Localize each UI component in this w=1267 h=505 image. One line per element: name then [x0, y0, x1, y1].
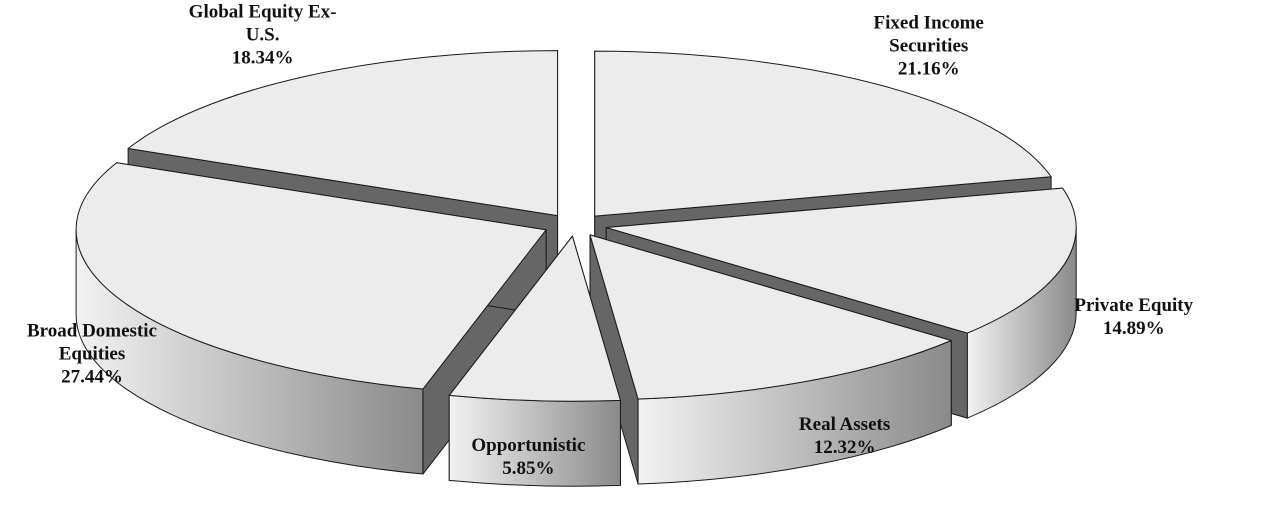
category-label: Global Equity Ex-U.S.: [188, 1, 337, 46]
value-label: 5.85%: [502, 457, 555, 479]
slice: [448, 235, 621, 487]
category-label: Fixed Income Securities: [873, 12, 984, 57]
slice-label: Fixed Income Securities 21.16%: [841, 12, 1016, 81]
slice-top: [127, 50, 559, 217]
category-label: Opportunistic: [471, 434, 586, 456]
slice: [589, 234, 952, 485]
value-label: 27.44%: [61, 366, 123, 388]
category-label: Private Equity: [1074, 294, 1194, 316]
slice-top: [448, 235, 621, 402]
value-label: 12.32%: [813, 437, 876, 459]
slice-label: Broad Domestic Equities 27.44%: [5, 319, 180, 388]
slice-label: Opportunistic 5.85%: [471, 434, 585, 480]
slice: [75, 162, 547, 475]
category-label: Broad Domestic Equities: [27, 320, 157, 365]
slice-top: [605, 187, 1077, 334]
value-label: 21.16%: [897, 58, 960, 80]
slice-label: Real Assets 12.32%: [799, 413, 890, 459]
slice-top: [75, 162, 547, 390]
value-label: 18.34%: [231, 47, 294, 69]
slice-top: [594, 50, 1052, 217]
category-label: Real Assets: [798, 414, 891, 436]
slice-top: [589, 234, 952, 400]
value-label: 14.89%: [1102, 317, 1165, 339]
slice-label: Global Equity Ex-U.S. 18.34%: [175, 1, 350, 70]
slice-label: Private Equity 14.89%: [1074, 294, 1193, 340]
